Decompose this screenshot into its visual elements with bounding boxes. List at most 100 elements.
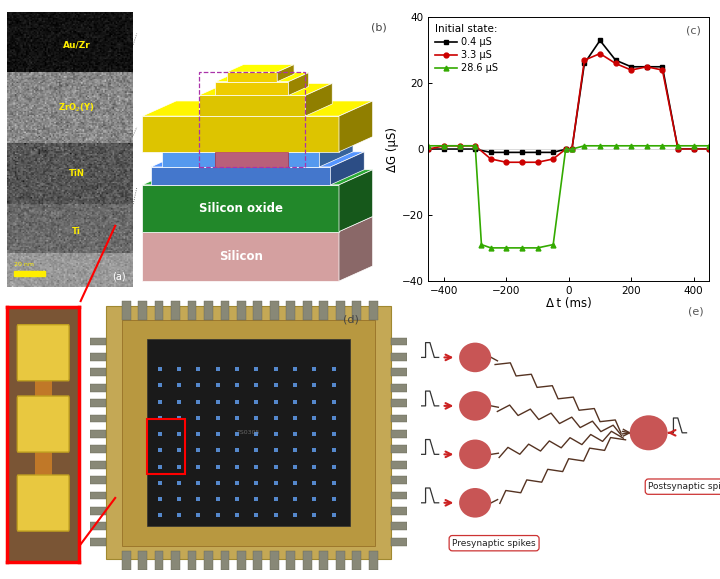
Line: 0.4 μS: 0.4 μS [426, 38, 711, 155]
Text: Presynaptic spikes: Presynaptic spikes [452, 538, 536, 548]
Bar [204, 551, 213, 570]
Bar [391, 538, 407, 545]
Bar [90, 338, 106, 345]
Polygon shape [151, 152, 364, 167]
Circle shape [459, 391, 491, 421]
Bar [138, 301, 147, 320]
Bar [287, 301, 295, 320]
0.4 μS [518, 149, 526, 156]
0.4 μS [705, 145, 714, 152]
Bar [336, 551, 345, 570]
Text: 20 nm: 20 nm [14, 262, 34, 267]
Polygon shape [215, 82, 289, 96]
Polygon shape [320, 137, 353, 167]
Line: 3.3 μS: 3.3 μS [426, 51, 711, 164]
0.4 μS [455, 145, 464, 152]
Bar [391, 384, 407, 391]
28.6 μS [705, 142, 714, 149]
28.6 μS [658, 142, 667, 149]
3.3 μS [518, 159, 526, 166]
Bar [391, 507, 407, 515]
Bar [90, 477, 106, 484]
Polygon shape [143, 116, 339, 152]
Polygon shape [215, 72, 309, 82]
Polygon shape [277, 64, 294, 82]
Bar [90, 400, 106, 407]
Bar [90, 492, 106, 499]
Bar [391, 430, 407, 438]
28.6 μS [518, 244, 526, 251]
Circle shape [38, 360, 48, 396]
3.3 μS [642, 63, 651, 70]
28.6 μS [580, 142, 589, 149]
Polygon shape [339, 170, 373, 232]
3.3 μS [549, 156, 557, 163]
3.3 μS [487, 156, 495, 163]
Circle shape [459, 488, 491, 518]
3.3 μS [534, 159, 542, 166]
Circle shape [630, 415, 667, 450]
28.6 μS [674, 142, 683, 149]
28.6 μS [534, 244, 542, 251]
3.3 μS [627, 67, 636, 74]
Bar [253, 301, 262, 320]
Bar [369, 301, 378, 320]
28.6 μS [627, 142, 636, 149]
Bar [391, 477, 407, 484]
0.4 μS [642, 63, 651, 70]
3.3 μS [611, 60, 620, 67]
Bar [391, 522, 407, 530]
Bar [287, 551, 295, 570]
Polygon shape [305, 83, 332, 116]
Bar [391, 492, 407, 499]
3.3 μS [580, 57, 589, 64]
Bar [35, 378, 52, 398]
Bar [122, 301, 130, 320]
0.4 μS [674, 145, 683, 152]
Bar [270, 301, 279, 320]
Text: Ti: Ti [72, 227, 81, 236]
Bar [253, 551, 262, 570]
0.4 μS [627, 63, 636, 70]
Bar [391, 338, 407, 345]
0.4 μS [611, 57, 620, 64]
Bar [122, 320, 375, 545]
Bar [90, 461, 106, 468]
3.3 μS [705, 145, 714, 152]
Bar [391, 445, 407, 453]
FancyBboxPatch shape [17, 325, 69, 381]
Text: (a): (a) [112, 271, 125, 281]
Text: (e): (e) [688, 306, 704, 316]
Text: Silicon: Silicon [219, 250, 263, 263]
Polygon shape [162, 137, 353, 152]
Bar [90, 368, 106, 376]
28.6 μS [689, 142, 698, 149]
Circle shape [38, 432, 48, 467]
Bar [220, 551, 230, 570]
3.3 μS [567, 145, 576, 152]
Bar [320, 551, 328, 570]
0.4 μS [502, 149, 510, 156]
Bar [90, 445, 106, 453]
Circle shape [459, 439, 491, 469]
Bar [391, 415, 407, 422]
3.3 μS [455, 142, 464, 149]
0.4 μS [424, 145, 433, 152]
Bar [237, 301, 246, 320]
28.6 μS [611, 142, 620, 149]
Bar [336, 301, 345, 320]
Polygon shape [199, 96, 305, 116]
Bar [237, 551, 246, 570]
Bar [391, 400, 407, 407]
FancyBboxPatch shape [17, 396, 69, 452]
Polygon shape [143, 101, 373, 116]
0.4 μS [549, 149, 557, 156]
Polygon shape [143, 185, 339, 232]
Polygon shape [143, 217, 373, 232]
28.6 μS [440, 142, 449, 149]
0.4 μS [580, 60, 589, 67]
Bar [90, 522, 106, 530]
Polygon shape [339, 217, 373, 281]
Text: Silicon oxide: Silicon oxide [199, 201, 283, 215]
Text: ZrO$_2$(Y): ZrO$_2$(Y) [58, 101, 95, 114]
